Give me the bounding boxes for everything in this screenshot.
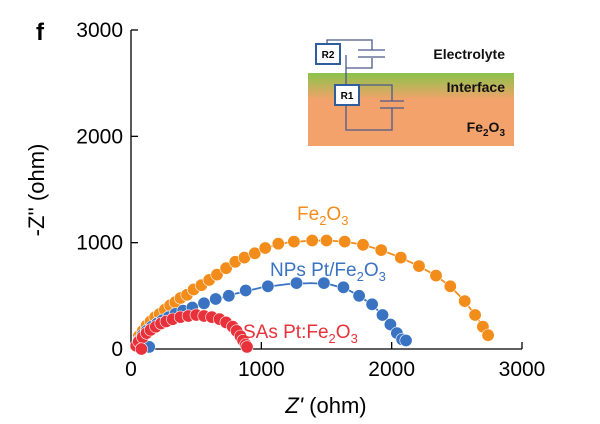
data-point bbox=[271, 237, 285, 251]
data-point bbox=[248, 246, 262, 260]
data-point bbox=[222, 289, 236, 303]
y-tick-label: 0 bbox=[111, 338, 123, 361]
data-point bbox=[352, 289, 366, 303]
inset-r1-label: R1 bbox=[341, 91, 354, 102]
label-nps-sub1: 2 bbox=[357, 269, 364, 284]
series-label-nps: NPs Pt/Fe2O3 bbox=[270, 260, 386, 284]
inset-r1-box bbox=[334, 84, 360, 106]
x-tick-label: 3000 bbox=[499, 358, 546, 381]
x-tick-label: 1000 bbox=[238, 358, 285, 381]
data-point bbox=[240, 340, 254, 354]
inset-sub-sub1: 2 bbox=[483, 128, 489, 139]
inset-substrate-layer bbox=[308, 100, 514, 146]
y-tick-label: 2000 bbox=[76, 125, 123, 148]
axes: 0 1000 2000 3000 0 1000 2000 3000 bbox=[76, 19, 545, 381]
x-axis-title-rest: (ohm) bbox=[303, 393, 367, 418]
data-point bbox=[258, 241, 272, 255]
data-point bbox=[210, 268, 224, 282]
inset-sub-mid: O bbox=[489, 119, 500, 135]
series-layer bbox=[129, 234, 495, 356]
data-point bbox=[317, 276, 331, 290]
data-point bbox=[443, 279, 457, 293]
label-sas-base: Fe bbox=[306, 322, 328, 343]
y-axis-title: -Z'' (ohm) bbox=[24, 144, 49, 237]
data-point bbox=[374, 243, 388, 257]
series-2 bbox=[129, 308, 254, 356]
data-point bbox=[336, 280, 350, 294]
data-point bbox=[429, 269, 443, 283]
data-point bbox=[365, 297, 379, 311]
label-fe2o3-base: Fe bbox=[297, 204, 319, 225]
data-point bbox=[261, 279, 275, 293]
inset-sub-sub2: 3 bbox=[499, 128, 505, 139]
inset-r2-label: R2 bbox=[322, 50, 335, 61]
x-ticks: 0 1000 2000 3000 bbox=[125, 342, 545, 381]
y-tick-label: 1000 bbox=[76, 232, 123, 255]
data-point bbox=[197, 296, 211, 310]
x-axis-title-italic: Z' bbox=[284, 393, 303, 418]
x-axis-title: Z' (ohm) bbox=[284, 393, 366, 418]
inset-label-interface: Interface bbox=[447, 79, 506, 95]
data-point bbox=[412, 259, 426, 273]
label-sas-prefix: SAs Pt: bbox=[243, 322, 306, 343]
label-fe2o3-sub2: 3 bbox=[341, 213, 348, 228]
data-point bbox=[338, 235, 352, 249]
panel-label: f bbox=[36, 19, 45, 46]
series-label-sas: SAs Pt:Fe2O3 bbox=[243, 322, 358, 346]
data-point bbox=[468, 308, 482, 322]
data-point bbox=[219, 261, 233, 275]
data-point bbox=[394, 251, 408, 265]
y-tick-label: 3000 bbox=[76, 19, 123, 42]
label-sas-sub1: 2 bbox=[329, 331, 336, 346]
label-fe2o3-sub1: 2 bbox=[319, 213, 326, 228]
series-label-fe2o3: Fe2O3 bbox=[297, 204, 348, 228]
label-sas-mid: O bbox=[336, 322, 351, 343]
label-nps-base: Fe bbox=[334, 260, 356, 281]
inset-label-substrate: Fe2O3 bbox=[467, 119, 506, 139]
inset-wires bbox=[326, 39, 404, 131]
data-point bbox=[481, 328, 495, 342]
label-fe2o3-mid: O bbox=[326, 204, 341, 225]
inset-sub-base: Fe bbox=[467, 119, 484, 135]
data-point bbox=[287, 235, 301, 249]
data-point bbox=[305, 234, 319, 248]
label-nps-sub2: 3 bbox=[379, 269, 386, 284]
data-point bbox=[458, 294, 472, 308]
data-point bbox=[134, 342, 148, 356]
x-tick-label: 0 bbox=[125, 358, 137, 381]
data-point bbox=[239, 283, 253, 297]
inset-r2-box bbox=[315, 43, 341, 65]
label-nps-mid: O bbox=[364, 260, 379, 281]
data-point bbox=[209, 292, 223, 306]
data-point bbox=[319, 234, 333, 248]
data-point bbox=[356, 238, 370, 252]
label-sas-sub2: 3 bbox=[351, 331, 358, 346]
data-point bbox=[399, 333, 413, 347]
data-point bbox=[375, 308, 389, 322]
y-ticks: 0 1000 2000 3000 bbox=[76, 19, 138, 361]
data-point bbox=[289, 276, 303, 290]
x-tick-label: 2000 bbox=[368, 358, 415, 381]
inset-circuit: Electrolyte Interface Fe2O3 R2 R1 bbox=[308, 39, 514, 146]
label-nps-prefix: NPs Pt/ bbox=[270, 260, 335, 281]
inset-label-electrolyte: Electrolyte bbox=[433, 46, 505, 62]
